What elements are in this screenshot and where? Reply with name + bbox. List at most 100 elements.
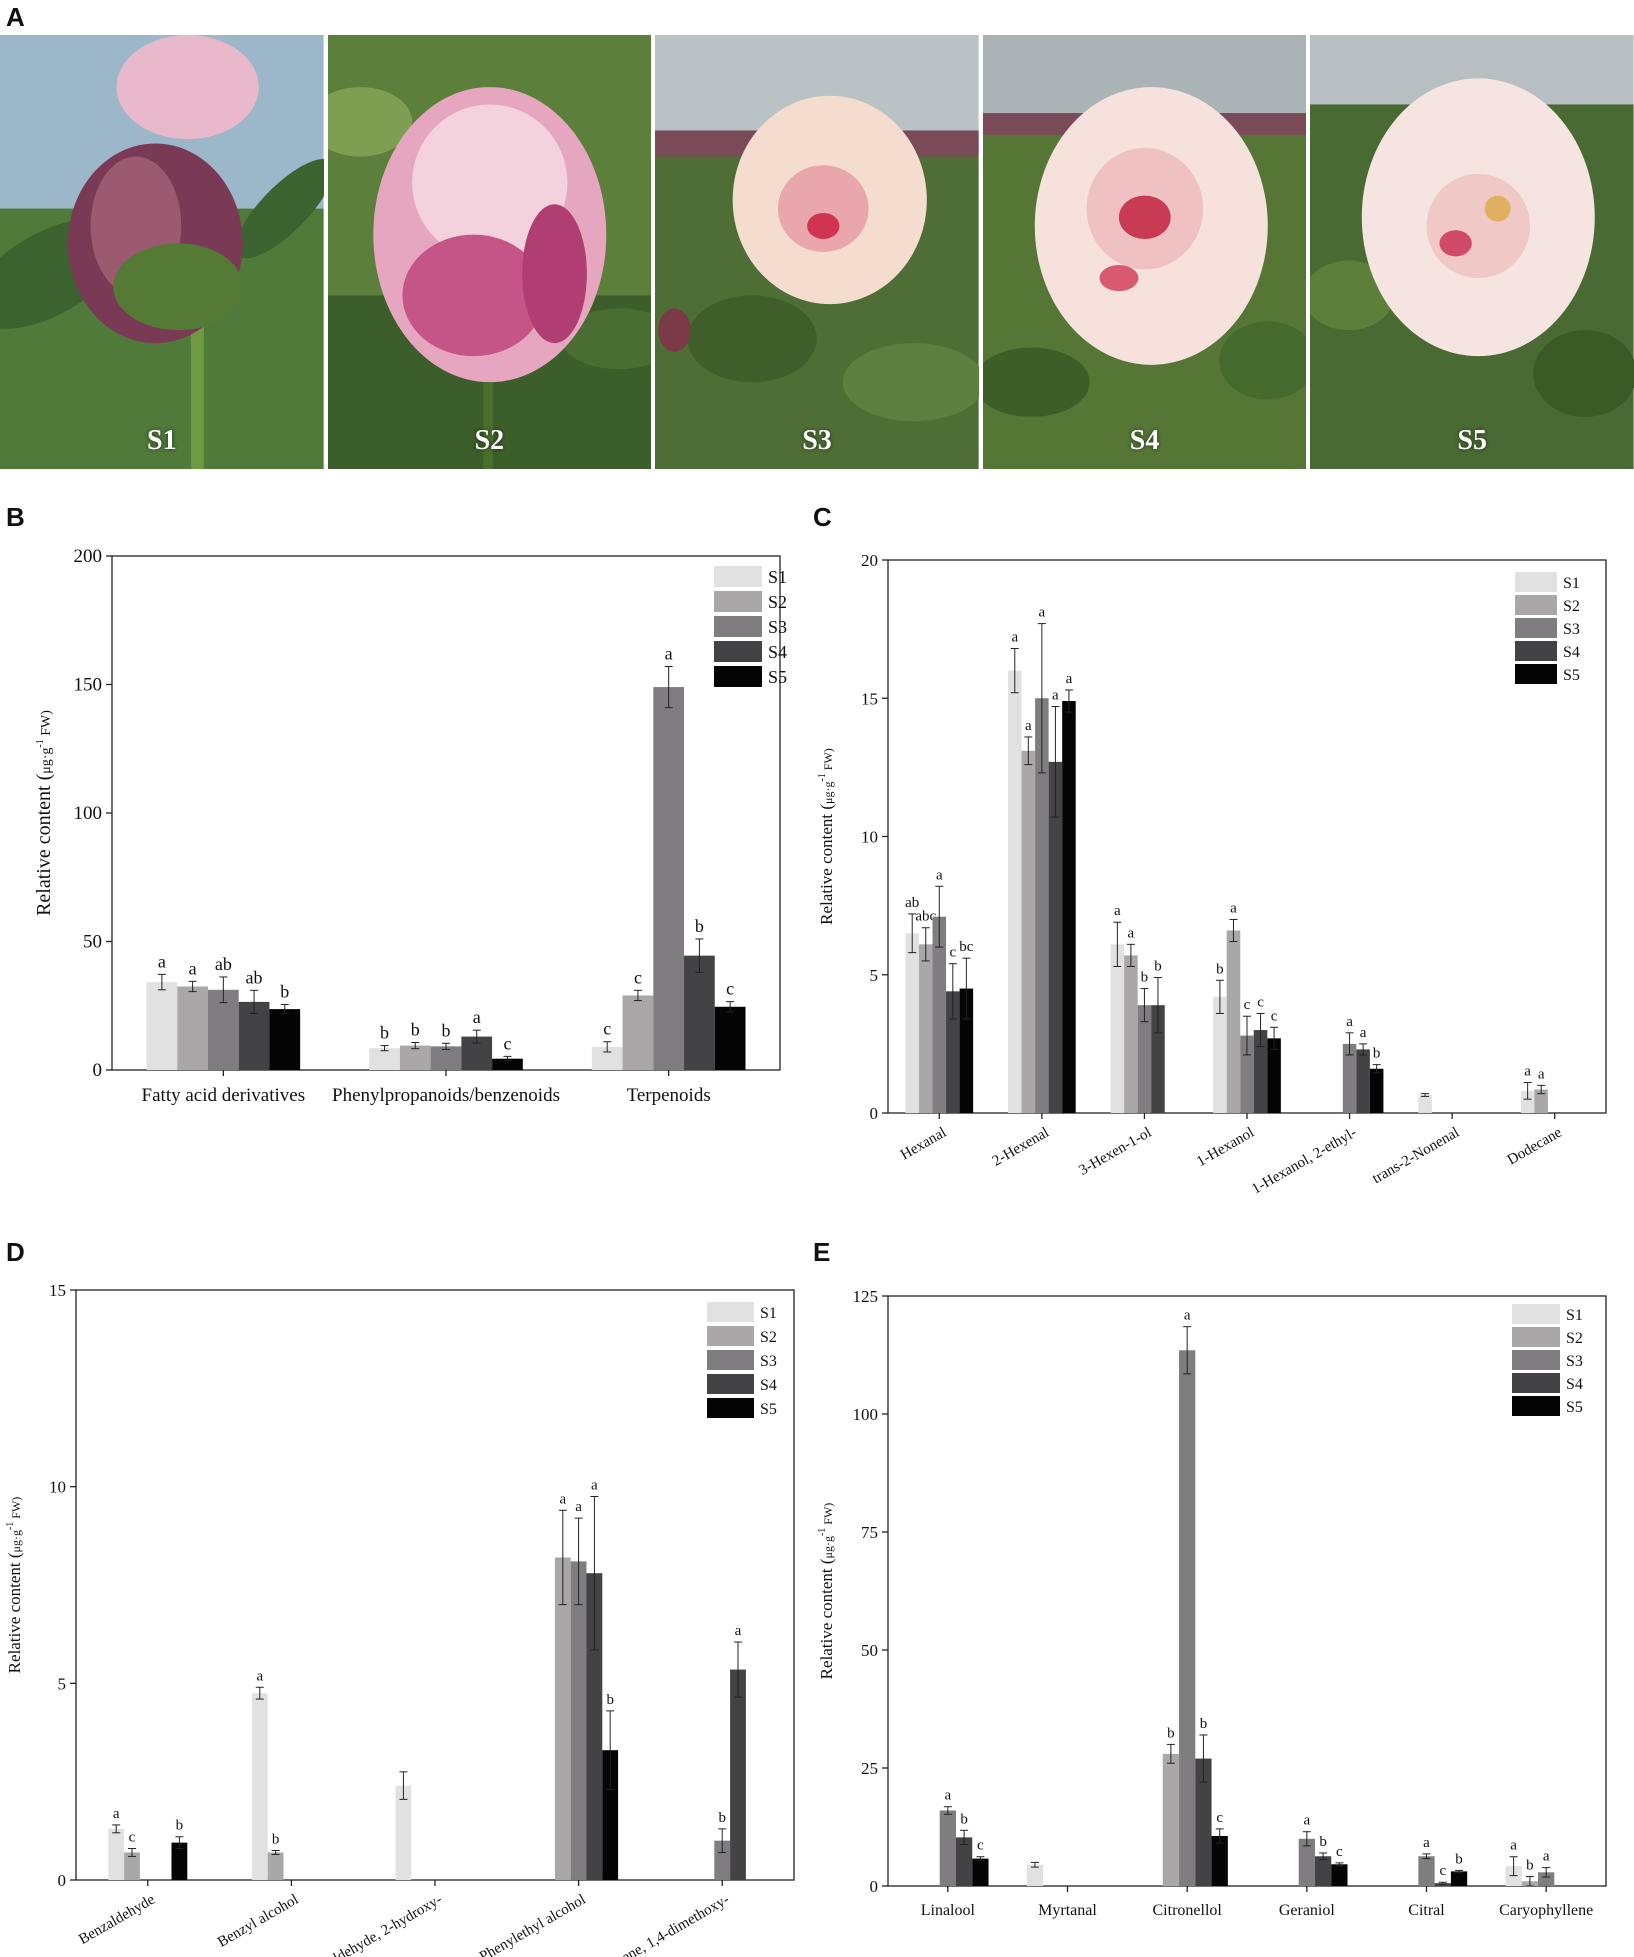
x-category-label: Phenylpropanoids/benzenoids — [332, 1085, 560, 1106]
bar — [1035, 698, 1049, 1113]
significance-letter: b — [1319, 1834, 1327, 1850]
bar — [1062, 701, 1076, 1113]
x-category-label: Geraniol — [1279, 1902, 1336, 1919]
y-tick-label: 15 — [49, 1281, 66, 1300]
x-category-label: 2-Hexenal — [990, 1125, 1052, 1170]
significance-letter: c — [1271, 1008, 1278, 1024]
significance-letter: a — [1303, 1813, 1310, 1829]
x-category-label: 3-Hexen-1-ol — [1076, 1125, 1154, 1179]
legend-swatch — [1512, 1327, 1560, 1347]
peony-late-bloom-image — [1310, 35, 1634, 469]
y-tick-label: 125 — [853, 1287, 879, 1306]
y-tick-label: 0 — [870, 1104, 879, 1123]
bar — [1369, 1068, 1384, 1113]
x-category-label: Myrtanal — [1038, 1902, 1097, 1919]
x-category-label: Phenylethyl alcohol — [477, 1892, 589, 1957]
significance-letter: a — [559, 1491, 566, 1507]
y-tick-label: 150 — [74, 675, 103, 696]
plot-frame — [887, 1295, 1607, 1887]
significance-letter: a — [936, 867, 943, 883]
legend-label: S2 — [1566, 1330, 1583, 1347]
bar — [207, 989, 239, 1070]
significance-letter: b — [272, 1832, 280, 1848]
legend-swatch — [1515, 595, 1557, 615]
significance-letter: a — [1128, 925, 1135, 941]
x-category-label: Linalool — [921, 1902, 976, 1919]
significance-letter: b — [1167, 1725, 1175, 1741]
significance-letter: a — [1538, 1066, 1545, 1082]
significance-letter: a — [944, 1788, 951, 1804]
panel-label-d: D — [6, 1237, 25, 1267]
legend-swatch — [1515, 641, 1557, 661]
bar — [171, 1842, 188, 1880]
y-tick-label: 75 — [861, 1523, 878, 1542]
legend-label: S3 — [1566, 1353, 1583, 1370]
bar — [1253, 1030, 1268, 1113]
x-category-label: Dodecane — [1505, 1124, 1565, 1168]
significance-letter: c — [949, 945, 956, 961]
bar — [602, 1750, 619, 1880]
legend-swatch — [1515, 572, 1557, 592]
y-tick-label: 50 — [83, 932, 102, 953]
significance-letter: c — [503, 1033, 511, 1053]
significance-letter: a — [1360, 1025, 1367, 1041]
significance-letter: c — [634, 967, 642, 987]
significance-letter: b — [606, 1692, 614, 1708]
legend-label: S4 — [760, 1377, 777, 1394]
bar — [1195, 1758, 1212, 1886]
bar — [1331, 1864, 1348, 1886]
bar — [430, 1046, 462, 1070]
legend-label: S4 — [768, 642, 787, 662]
bar — [932, 916, 947, 1113]
panel-label-a: A — [6, 2, 25, 32]
legend-swatch — [714, 641, 762, 662]
bar — [1418, 1856, 1435, 1886]
significance-letter: b — [695, 916, 704, 936]
legend-swatch — [714, 616, 762, 637]
legend-label: S1 — [768, 567, 787, 587]
bar — [1048, 761, 1063, 1113]
x-category-label: Fatty acid derivatives — [142, 1085, 306, 1106]
x-category-label: 1-Hexanol — [1194, 1125, 1257, 1171]
significance-letter: c — [1439, 1863, 1446, 1879]
legend-label: S5 — [1563, 667, 1580, 684]
legend-label: S4 — [1566, 1376, 1583, 1393]
bar — [1298, 1838, 1315, 1886]
y-tick-label: 50 — [861, 1641, 878, 1660]
bar — [1450, 1871, 1468, 1886]
significance-letter: b — [1141, 970, 1149, 986]
bar — [1211, 1835, 1228, 1886]
photo-label: S3 — [802, 425, 832, 456]
y-tick-label: 5 — [58, 1674, 67, 1693]
bar — [622, 995, 654, 1070]
bar — [1151, 1005, 1165, 1113]
significance-letter: a — [1011, 629, 1018, 645]
significance-letter: a — [189, 958, 197, 978]
bar — [554, 1557, 571, 1880]
legend-swatch — [714, 591, 762, 612]
significance-letter: a — [1423, 1835, 1430, 1851]
bar — [939, 1810, 956, 1886]
photo-stage-s4: S4 — [982, 35, 1307, 469]
x-category-label: Benzaldehyde — [76, 1891, 158, 1948]
y-tick-label: 15 — [861, 689, 878, 708]
chart-b-svg: 0 50 100 150 200 Relative content (μg·g-1 FW)… — [33, 546, 787, 1106]
chart-e-svg: 0 25 50 75 100 125 Relative content (μg·g-1 FW… — [817, 1287, 1607, 1919]
y-axis-label: Relative content (μg·g-1 FW) — [817, 1503, 836, 1680]
chart-d-svg: 0 5 10 15 Relative content (μg·g-1 FW) Benzal… — [5, 1281, 795, 1957]
bar — [714, 1006, 746, 1070]
bar — [918, 944, 933, 1113]
bar — [1137, 1005, 1152, 1113]
photo-label: S5 — [1457, 425, 1487, 456]
y-axis-label: Relative content (μg·g-1 FW) — [817, 748, 836, 925]
photo-stage-s5: S5 — [1310, 35, 1634, 469]
significance-letter: b — [411, 1020, 420, 1040]
x-category-label: Terpenoids — [627, 1085, 711, 1106]
significance-letter: a — [1114, 903, 1121, 919]
legend-swatch — [707, 1302, 754, 1322]
y-tick-label: 100 — [853, 1405, 879, 1424]
chart-panel-b: 0 50 100 150 200 Relative content (μg·g-1 FW)… — [0, 520, 810, 1170]
legend-label: S1 — [760, 1305, 777, 1322]
bar — [267, 1852, 284, 1880]
y-tick-label: 25 — [861, 1759, 878, 1778]
